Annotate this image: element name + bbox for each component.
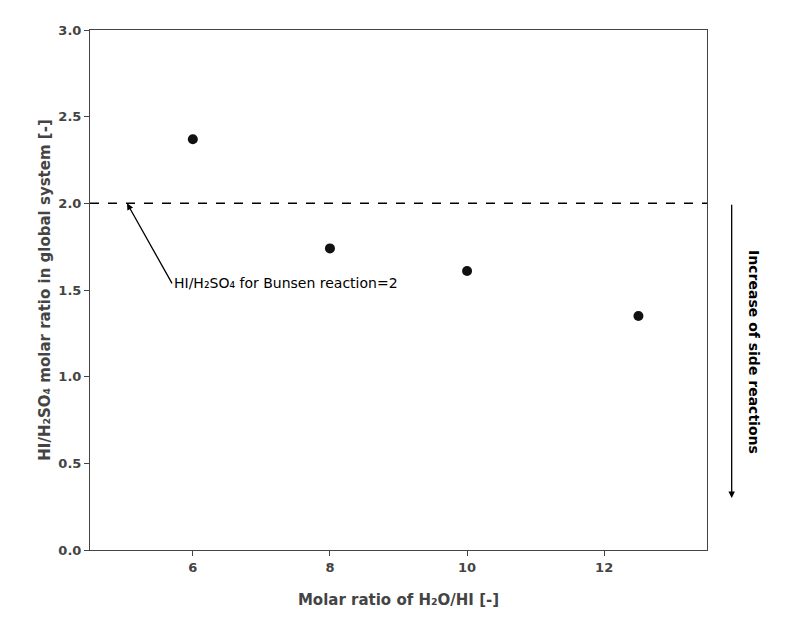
svg-text:6: 6 <box>188 560 197 575</box>
svg-text:8: 8 <box>325 560 334 575</box>
svg-text:0.5: 0.5 <box>58 456 81 471</box>
svg-text:10: 10 <box>458 560 476 575</box>
svg-text:2.0: 2.0 <box>58 196 81 211</box>
svg-text:1.5: 1.5 <box>58 283 81 298</box>
svg-text:12: 12 <box>595 560 613 575</box>
svg-text:2.5: 2.5 <box>58 109 81 124</box>
svg-text:Increase of side reactions: Increase of side reactions <box>746 250 762 454</box>
svg-text:1.0: 1.0 <box>58 369 81 384</box>
svg-text:HI/H₂SO₄ molar ratio in global: HI/H₂SO₄ molar ratio in global system [-… <box>36 119 54 460</box>
svg-text:3.0: 3.0 <box>58 23 81 38</box>
svg-text:0.0: 0.0 <box>58 543 81 558</box>
svg-text:Molar ratio of H₂O/HI [-]: Molar ratio of H₂O/HI [-] <box>298 591 499 609</box>
svg-text:HI/H₂SO₄ for Bunsen reaction=2: HI/H₂SO₄ for Bunsen reaction=2 <box>174 275 398 291</box>
